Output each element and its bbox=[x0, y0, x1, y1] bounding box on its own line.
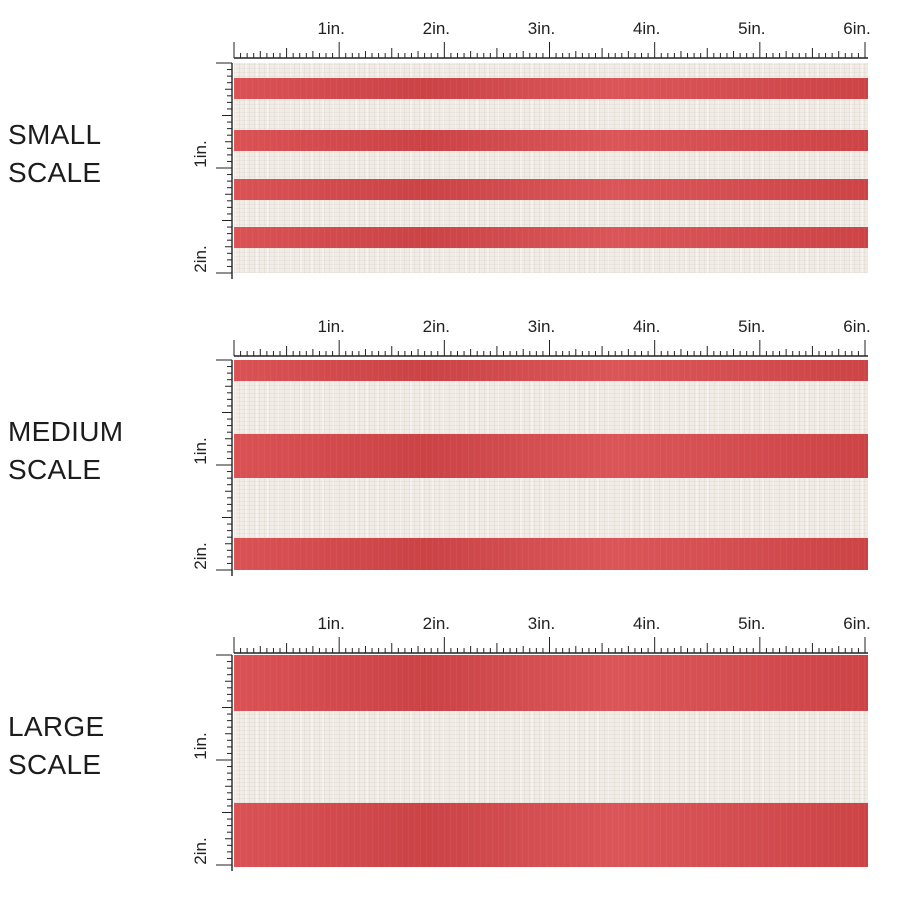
ruler-inch-label: 3in. bbox=[528, 614, 555, 633]
ruler-inch-label: 6in. bbox=[843, 19, 870, 38]
ruler-inch-label: 2in. bbox=[191, 245, 210, 272]
ruler-inch-label: 6in. bbox=[843, 317, 870, 336]
red-stripe bbox=[234, 803, 868, 867]
red-stripe bbox=[234, 655, 868, 711]
scale-label-line1: SMALL bbox=[8, 119, 102, 150]
ruler-inch-label: 4in. bbox=[633, 614, 660, 633]
ruler-inch-label: 5in. bbox=[738, 317, 765, 336]
red-stripe bbox=[234, 538, 868, 570]
fabric-swatch bbox=[234, 360, 868, 570]
scale-label-line2: SCALE bbox=[8, 157, 102, 188]
medium-scale-panel: MEDIUM SCALE 1in. 2in. 3in. 4in. 5in. 6in. 1in… bbox=[0, 298, 900, 588]
ruler-inch-label: 2in. bbox=[191, 542, 210, 569]
red-stripe bbox=[234, 434, 868, 478]
red-stripe bbox=[234, 179, 868, 200]
fabric-swatch bbox=[234, 655, 868, 867]
ruler-inch-label: 2in. bbox=[191, 837, 210, 864]
ruler-inch-label: 3in. bbox=[528, 317, 555, 336]
large-scale-panel: LARGE SCALE 1in. 2in. 3in. 4in. 5in. 6in. 1in.… bbox=[0, 595, 900, 885]
ruler-inch-label: 4in. bbox=[633, 317, 660, 336]
scale-label-line1: LARGE bbox=[8, 711, 105, 742]
scale-label: SMALL SCALE bbox=[8, 116, 101, 192]
scale-label: LARGE SCALE bbox=[8, 708, 104, 784]
scale-label: MEDIUM SCALE bbox=[8, 413, 123, 489]
red-stripe bbox=[234, 78, 868, 99]
ruler-inch-label: 1in. bbox=[191, 140, 210, 167]
ruler: 1in. 2in. 3in. 4in. 5in. 6in. 1in. 2in. bbox=[191, 317, 871, 576]
red-stripe bbox=[234, 360, 868, 381]
ruler-inch-label: 1in. bbox=[317, 614, 344, 633]
small-scale-panel: SMALL SCALE 1in. 2in. 3in. 4in. 5in. 6in. 1in.… bbox=[0, 0, 900, 290]
ruler-inch-label: 2in. bbox=[423, 19, 450, 38]
ruler-inch-label: 6in. bbox=[843, 614, 870, 633]
scale-label-line2: SCALE bbox=[8, 454, 102, 485]
ruler-inch-label: 1in. bbox=[317, 19, 344, 38]
ruler-inch-label: 1in. bbox=[191, 732, 210, 759]
ruler-inch-label: 4in. bbox=[633, 19, 660, 38]
ruler-inch-label: 2in. bbox=[423, 317, 450, 336]
ruler-inch-label: 3in. bbox=[528, 19, 555, 38]
ruler-inch-label: 5in. bbox=[738, 614, 765, 633]
fabric-swatch bbox=[234, 63, 868, 273]
scale-label-line2: SCALE bbox=[8, 749, 102, 780]
ruler-inch-label: 1in. bbox=[191, 437, 210, 464]
ruler: 1in. 2in. 3in. 4in. 5in. 6in. 1in. 2in. bbox=[191, 614, 871, 871]
ruler: 1in. 2in. 3in. 4in. 5in. 6in. 1in. 2in. bbox=[191, 19, 871, 279]
scale-label-line1: MEDIUM bbox=[8, 416, 124, 447]
ruler-inch-label: 5in. bbox=[738, 19, 765, 38]
ruler-inch-label: 1in. bbox=[317, 317, 344, 336]
ruler-inch-label: 2in. bbox=[423, 614, 450, 633]
red-stripe bbox=[234, 227, 868, 248]
red-stripe bbox=[234, 130, 868, 151]
